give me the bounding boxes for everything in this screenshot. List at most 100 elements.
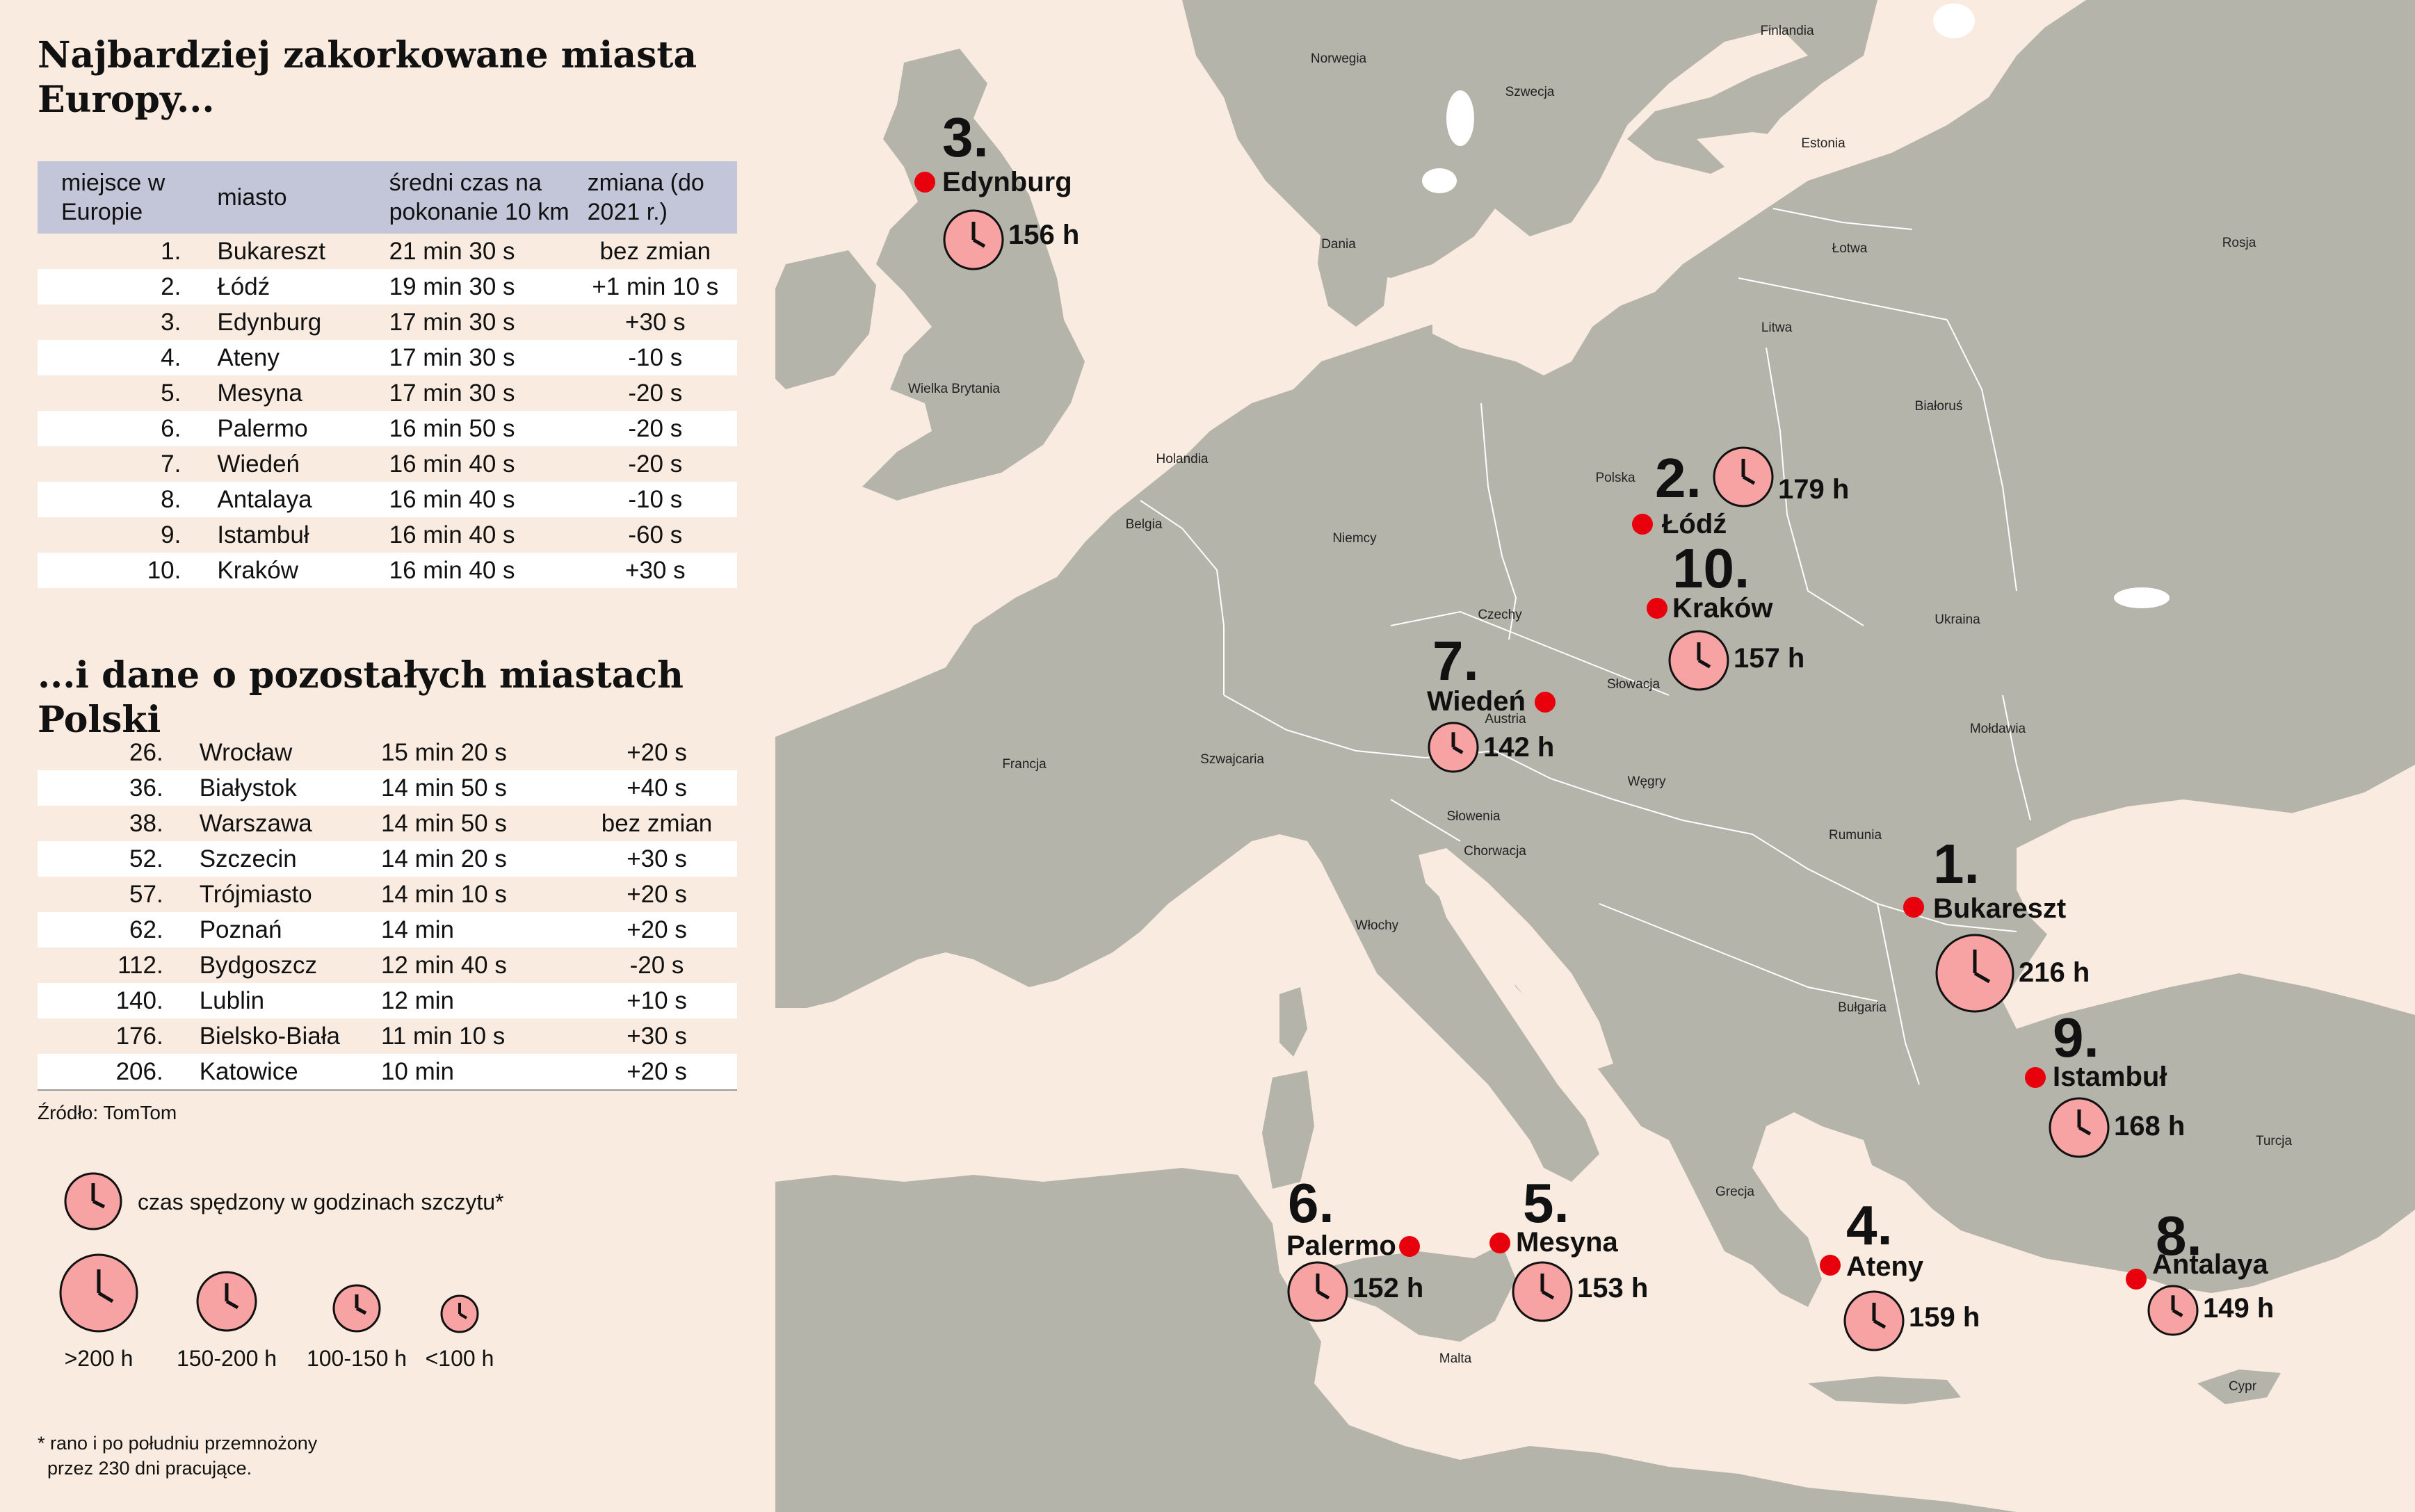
city-marker: 4.Ateny 159 h (1820, 1194, 1980, 1351)
table-row: 176. Bielsko-Biała 11 min 10 s +30 s (38, 1018, 737, 1054)
rank-value: 206. (115, 1057, 163, 1085)
cell-change: bez zmian (599, 237, 711, 265)
europe-ranking-table: miejsce w Europie miasto średni czas na … (38, 161, 737, 588)
land-denmark (1318, 209, 1391, 327)
rank-value: 176. (115, 1022, 163, 1050)
cell-time: 17 min 30 s (389, 379, 515, 407)
cell-city: Ateny (181, 340, 389, 375)
cell-rank: 4. (38, 340, 181, 375)
cell-time: 19 min 30 s (389, 269, 574, 304)
info-panel: Najbardziej zakorkowane miasta Europy...… (0, 0, 775, 1512)
land-north-africa (775, 1168, 2017, 1512)
city-marker: 10.Kraków 157 h (1647, 537, 1804, 691)
city-hours: 156 h (1008, 220, 1079, 250)
city-hours: 153 h (1577, 1273, 1648, 1303)
cell-city: Istambuł (217, 521, 309, 548)
rank-value: 4. (161, 343, 181, 371)
city-rank: 10. (1672, 537, 1750, 599)
city-marker: 8.Antalaya 149 h (2126, 1205, 2274, 1336)
country-label: Łotwa (1832, 241, 1868, 256)
land-crete (1808, 1376, 1961, 1404)
table-row: 38. Warszawa 14 min 50 s bez zmian (38, 806, 737, 841)
country-label: Rosja (2222, 236, 2256, 250)
rank-value: 6. (161, 414, 181, 442)
cell-city: Wrocław (199, 738, 293, 766)
table-row: 140. Lublin 12 min +10 s (38, 983, 737, 1018)
city-marker: 2.Łódź 179 h (1632, 446, 1849, 539)
rank-value: 10. (147, 556, 181, 584)
table-row: 4. Ateny 17 min 30 s -10 s (38, 340, 737, 375)
cell-city: Białystok (163, 770, 381, 806)
cell-rank: 2. (38, 269, 181, 304)
footnote-line2: przez 230 dni pracujące. (47, 1458, 252, 1479)
header-time: średni czas na pokonanie 10 km (389, 161, 574, 234)
city-name: Palermo (1286, 1230, 1396, 1261)
city-hours: 159 h (1909, 1302, 1980, 1333)
sea-baltic (1432, 195, 1683, 375)
cell-change: -20 s (573, 411, 737, 446)
country-label: Szwecja (1505, 85, 1555, 99)
cell-time: 21 min 30 s (389, 237, 515, 265)
rank-value: 36. (129, 774, 163, 802)
city-rank: 1. (1933, 833, 1980, 895)
cell-rank: 1. (38, 234, 181, 269)
cell-rank: 206. (38, 1054, 163, 1090)
cell-change: -10 s (573, 482, 737, 517)
legend-size-100 (332, 1284, 381, 1333)
city-hours: 152 h (1352, 1273, 1423, 1303)
cell-rank: 36. (38, 770, 163, 806)
legend-size-under100 (440, 1294, 479, 1333)
cell-city: Palermo (181, 411, 389, 446)
cell-rank: 112. (38, 948, 163, 983)
cell-change: +20 s (576, 912, 737, 948)
clock-icon (943, 209, 1004, 270)
city-name: Bukareszt (1933, 893, 2066, 924)
cell-city: Warszawa (199, 809, 312, 837)
cell-time: 14 min (380, 912, 577, 948)
city-name: Łódź (1662, 509, 1727, 539)
city-hours: 179 h (1778, 474, 1849, 505)
legend: czas spędzony w godzinach szczytu* >200 … (59, 1172, 503, 1371)
rank-value: 1. (161, 237, 181, 265)
city-name: Edynburg (942, 167, 1072, 197)
rank-value: 8. (161, 485, 181, 513)
cell-change: -10 s (573, 340, 737, 375)
cell-city: Antalaya (181, 482, 389, 517)
country-label: Ukraina (1935, 612, 1980, 627)
table-row: 1. Bukareszt 21 min 30 s bez zmian (38, 234, 737, 269)
clock-icon (1668, 630, 1729, 691)
cell-rank: 8. (38, 482, 181, 517)
cell-time: 12 min 40 s (380, 951, 507, 979)
legend-label-150: 150-200 h (177, 1346, 277, 1371)
table-row: 10. Kraków 16 min 40 s +30 s (38, 553, 737, 588)
legend-label-200: >200 h (65, 1346, 134, 1371)
country-label: Polska (1595, 471, 1635, 485)
country-label: Włochy (1355, 918, 1399, 933)
country-label: Niemcy (1332, 531, 1377, 546)
city-name: Mesyna (1516, 1227, 1618, 1258)
sea-black (2017, 799, 2392, 945)
city-name: Ateny (1846, 1251, 1924, 1282)
land-scandinavia (1182, 0, 1877, 278)
country-label: Grecja (1715, 1185, 1754, 1199)
cell-change: -20 s (628, 450, 683, 478)
cell-rank: 57. (38, 877, 163, 912)
cell-city: Łódź (181, 269, 389, 304)
city-marker: 9.Istambuł 168 h (2025, 1007, 2185, 1158)
cell-rank: 176. (38, 1018, 163, 1054)
footnote-line1: * rano i po południu przemnożony (38, 1433, 318, 1454)
table-row: 36. Białystok 14 min 50 s +40 s (38, 770, 737, 806)
rank-value: 52. (129, 845, 163, 872)
city-marker: 3.Edynburg 156 h (914, 106, 1079, 270)
legend-clock-sample (64, 1172, 122, 1230)
country-label: Szwajcaria (1200, 752, 1264, 767)
cell-time: 14 min 50 s (380, 809, 507, 837)
city-name: Wiedeń (1427, 686, 1526, 717)
country-label: Białoruś (1915, 399, 1963, 414)
country-borders (1140, 208, 2031, 1085)
cell-change: +20 s (627, 880, 687, 908)
cell-city: Lublin (163, 983, 381, 1018)
clock-icon (1287, 1261, 1348, 1322)
table-row: 26. Wrocław 15 min 20 s +20 s (38, 735, 737, 770)
